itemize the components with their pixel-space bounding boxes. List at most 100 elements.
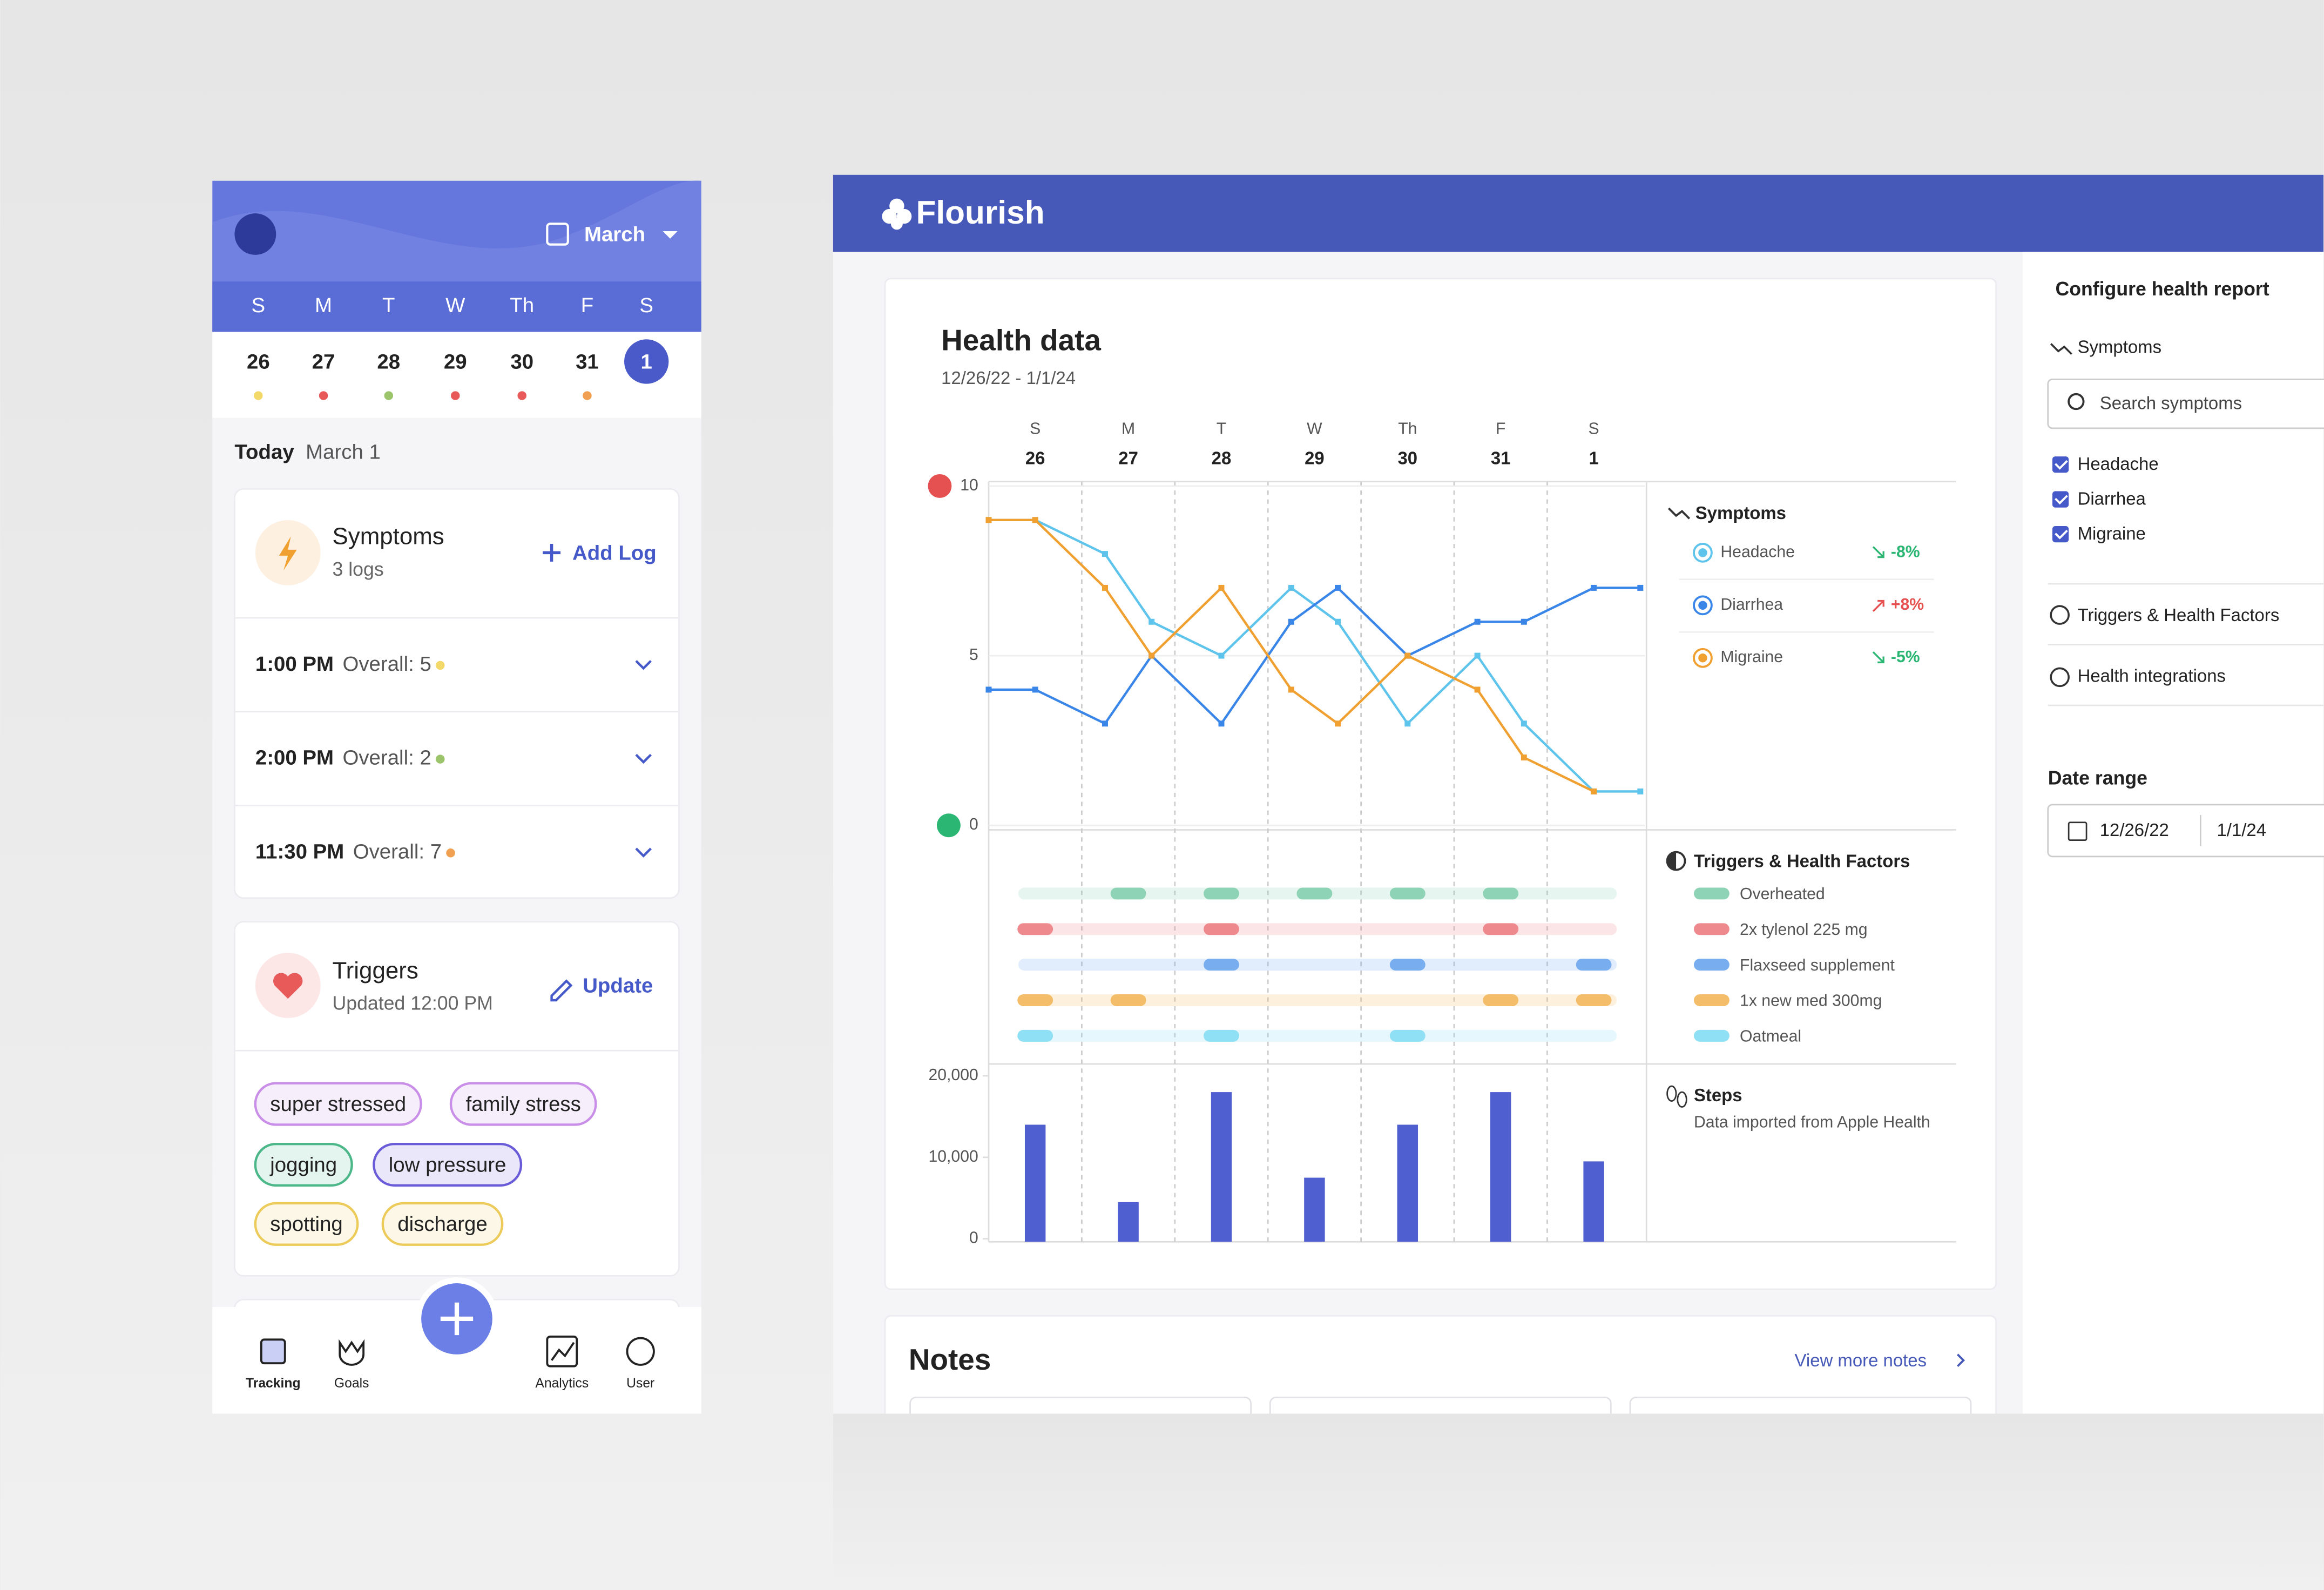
date[interactable]: 31 [576,350,599,373]
start-date[interactable]: 12/26/22 [2100,820,2169,840]
trigger-pill [1017,994,1053,1006]
date[interactable]: 29 [444,350,467,373]
goals-icon[interactable] [339,1339,365,1366]
bar [1583,1161,1604,1242]
tag[interactable] [254,1202,359,1246]
end-date[interactable]: 1/1/24 [2217,820,2267,840]
legend-dot [1698,548,1707,557]
happy-face [936,813,961,838]
nav-label[interactable]: Goals [334,1376,369,1391]
trigger-pill [1204,887,1239,900]
notes-link[interactable]: View more notes [1795,1350,1927,1370]
checkbox[interactable] [2052,491,2069,508]
logo [882,198,912,230]
tag-label: low pressure [389,1153,506,1176]
tag[interactable] [254,1142,353,1187]
symptoms-icon [1667,507,1691,520]
steps-icon [1677,1091,1687,1108]
day-dot [451,391,460,400]
point [1404,652,1411,659]
symptoms-count: 3 logs [333,558,384,580]
date[interactable]: 28 [377,350,400,373]
day-dot [583,391,592,400]
weekday: Th [1398,420,1417,438]
weekday: S [252,294,266,317]
search-box[interactable] [2047,379,2324,429]
trigger-pill [1204,1029,1239,1042]
calendar-icon [546,223,569,246]
triggers-legend-title: Triggers & Health Factors [1694,851,1910,871]
legend-label: Headache [1720,543,1795,561]
point [1218,720,1225,727]
tracking-icon[interactable] [260,1338,286,1365]
chevron[interactable] [635,847,652,858]
x-tick-label: 29 [1305,448,1325,468]
chevron[interactable] [635,660,652,670]
y-tick-label: 20,000 [928,1066,978,1084]
legend-label: Flaxseed supplement [1740,956,1895,974]
tag[interactable] [254,1082,422,1126]
point [1404,720,1411,727]
update[interactable]: Update [583,974,653,997]
tag[interactable] [449,1082,597,1126]
day-dot [517,391,526,400]
trigger-pill [1483,994,1519,1006]
wave [212,180,701,282]
point [1149,652,1155,659]
tag[interactable] [373,1142,523,1187]
weekday: S [1589,420,1599,438]
date-range-label: Date range [2048,767,2147,789]
weekday-row [212,281,701,332]
point [985,686,992,693]
config-symptoms[interactable]: Symptoms [2078,336,2161,356]
weekday: S [639,294,653,317]
mobile-app: March Today March 1 Symptoms 3 logs Add … [212,180,701,1414]
legend-label: 2x tylenol 225 mg [1740,921,1867,939]
x-tick-label: 30 [1398,448,1418,468]
legend-label: Overheated [1740,885,1825,903]
weekday: S [1030,420,1041,438]
nav-label[interactable]: User [626,1376,654,1391]
bar [1211,1092,1232,1242]
weekday: M [315,294,332,317]
date[interactable]: 30 [510,350,533,373]
legend-swatch [1693,959,1730,971]
legend-label: Oatmeal [1740,1028,1801,1046]
nav-label[interactable]: Analytics [535,1376,589,1391]
checkbox[interactable] [2052,456,2069,473]
tag-label: discharge [397,1212,488,1236]
point [1591,788,1597,794]
add-log[interactable]: Add Log [572,541,657,564]
steps-title: Steps [1694,1085,1742,1105]
x-tick-label: 26 [1025,448,1045,468]
x-tick-label: 31 [1491,448,1511,468]
trigger-pill [1017,1029,1053,1042]
point [1218,584,1225,591]
date[interactable]: 27 [312,350,335,373]
log-overall: Overall: 5 [342,652,431,676]
point [1149,618,1155,625]
nav-label[interactable]: Tracking [246,1376,301,1391]
analytics-icon[interactable] [546,1335,578,1367]
config-integrations[interactable]: Health integrations [2078,666,2226,686]
brand[interactable]: Flourish [916,194,1045,231]
trigger-pill [1204,959,1239,971]
symptoms-card [234,488,680,899]
pencil [550,979,573,1002]
avatar[interactable] [234,213,276,255]
date[interactable]: 26 [247,350,270,373]
date-box[interactable] [2047,804,2324,858]
chevron[interactable] [635,753,652,764]
tag[interactable] [381,1202,504,1246]
check [2055,529,2068,540]
config-triggers[interactable]: Triggers & Health Factors [2078,605,2280,625]
checkbox[interactable] [2052,526,2069,543]
date[interactable]: 1 [641,350,652,373]
date-row [212,332,701,418]
tag-label: spotting [270,1212,343,1236]
month[interactable]: March [584,223,645,246]
chevron [1957,1353,1965,1367]
user-icon[interactable] [626,1337,655,1366]
analytics-line [551,1342,575,1361]
y-tick-label: 10 [960,476,978,494]
